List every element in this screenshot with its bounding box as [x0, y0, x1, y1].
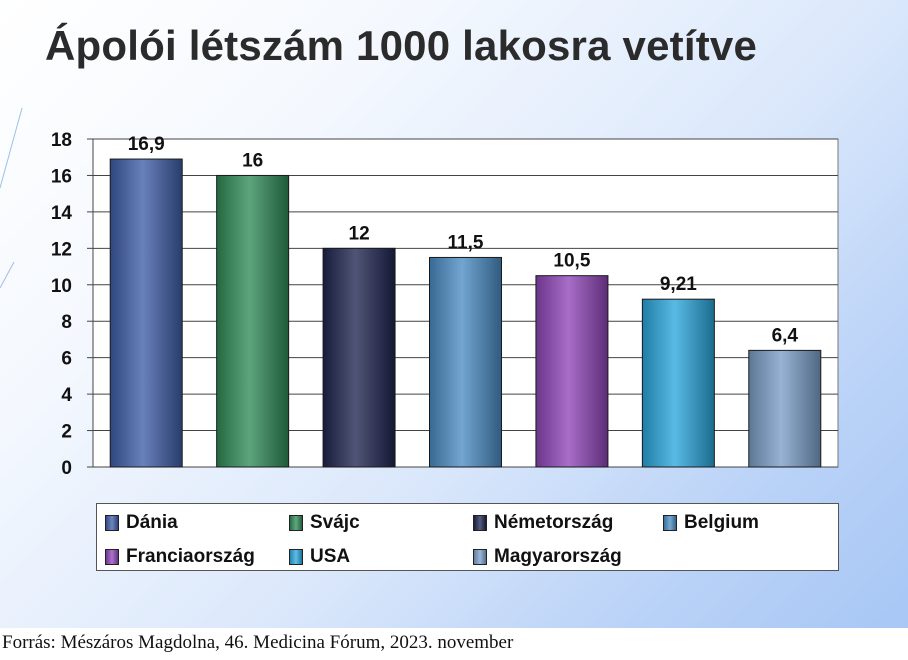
legend-label: Magyarország	[494, 546, 622, 567]
legend-item: Svájc	[289, 512, 360, 534]
legend: Dánia Svájc Németország Belgium Franciaorszá…	[96, 503, 839, 571]
y-axis: 0 2 4 6 8 10 12 14 16 18	[51, 130, 94, 479]
decorative-line	[0, 107, 23, 189]
y-tick-label: 18	[51, 130, 72, 151]
legend-swatch	[289, 515, 303, 531]
y-tick-label: 8	[61, 312, 72, 333]
legend-swatch	[663, 515, 677, 531]
y-tick-label: 0	[61, 458, 72, 479]
legend-label: Belgium	[684, 512, 759, 533]
data-label: 9,21	[660, 274, 697, 295]
legend-label: Svájc	[310, 512, 360, 533]
legend-item: Magyarország	[473, 546, 622, 568]
data-label: 16,9	[128, 134, 165, 155]
decorative-line	[0, 261, 15, 289]
bar-5	[535, 275, 609, 468]
legend-swatch	[105, 549, 119, 565]
bar-3	[322, 247, 396, 468]
bar-2	[216, 174, 290, 468]
y-tick-label: 2	[61, 422, 72, 443]
legend-label: Franciaország	[126, 546, 255, 567]
legend-item: USA	[289, 546, 350, 568]
data-label: 10,5	[553, 251, 590, 272]
bar-7	[748, 349, 822, 468]
legend-item: Németország	[473, 512, 613, 534]
bar-1	[109, 158, 183, 468]
bar-6	[641, 298, 715, 468]
legend-label: Németország	[494, 512, 614, 533]
legend-swatch	[473, 515, 487, 531]
slide-background: Ápolói létszám 1000 lakosra vetítve 16,9…	[0, 0, 908, 628]
bar-chart: 16,9 16 12 11,5 10,5 9,21 6,4 0 2 4 6 8 10 12 14 16 18	[51, 130, 839, 479]
decorative-lines	[0, 107, 23, 289]
data-label: 12	[349, 223, 370, 244]
legend-swatch	[473, 549, 487, 565]
legend-swatch	[289, 549, 303, 565]
y-tick-label: 14	[51, 203, 73, 224]
source-caption: Forrás: Mészáros Magdolna, 46. Medicina …	[2, 632, 514, 653]
y-tick-label: 4	[61, 385, 72, 406]
chart-title: Ápolói létszám 1000 lakosra vetítve	[45, 22, 757, 69]
data-label: 16	[242, 150, 263, 171]
legend-item: Belgium	[663, 512, 759, 534]
legend-label: USA	[310, 546, 351, 567]
legend-swatch	[105, 515, 119, 531]
legend-label: Dánia	[126, 512, 178, 533]
bar-4	[429, 256, 502, 468]
data-labels: 16,9 16 12 11,5 10,5 9,21 6,4	[128, 134, 799, 346]
y-tick-label: 16	[51, 166, 72, 187]
y-tick-label: 10	[51, 276, 72, 297]
legend-item: Franciaország	[105, 546, 255, 568]
legend-item: Dánia	[105, 512, 178, 534]
bars	[109, 158, 822, 468]
y-tick-label: 6	[61, 349, 72, 370]
data-label: 11,5	[448, 232, 484, 253]
data-label: 6,4	[772, 325, 799, 346]
y-tick-label: 12	[51, 239, 72, 260]
